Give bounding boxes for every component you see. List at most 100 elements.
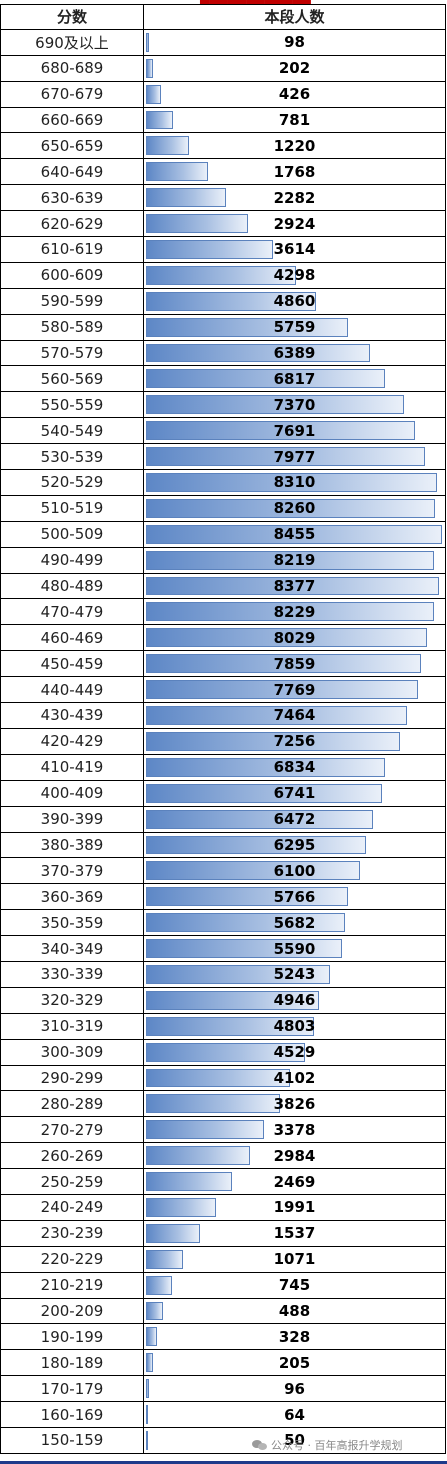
count-value: 3826 <box>273 1094 316 1113</box>
table-row: 670-679 426 <box>0 81 446 108</box>
wechat-icon <box>252 1439 267 1451</box>
count-cell: 1537 <box>144 1220 446 1246</box>
count-bar <box>146 1016 315 1036</box>
table-row: 590-599 4860 <box>0 288 446 315</box>
count-value: 8229 <box>273 602 316 621</box>
count-bar <box>146 1353 154 1373</box>
table-row: 540-549 7691 <box>0 418 446 445</box>
count-cell: 4298 <box>144 262 446 288</box>
count-cell: 1991 <box>144 1194 446 1220</box>
table-row: 270-279 3378 <box>0 1117 446 1144</box>
table-row: 240-249 1991 <box>0 1194 446 1221</box>
count-bar <box>146 395 404 415</box>
count-bar <box>146 136 189 156</box>
count-value: 6834 <box>273 758 316 777</box>
count-bar <box>146 680 418 700</box>
count-cell: 5590 <box>144 936 446 961</box>
count-cell: 7464 <box>144 703 446 728</box>
count-bar <box>146 913 345 933</box>
count-value: 8455 <box>273 525 316 544</box>
score-range-cell: 560-569 <box>0 366 144 392</box>
count-bar <box>146 1405 149 1424</box>
score-range-cell: 610-619 <box>0 237 144 262</box>
table-row: 410-419 6834 <box>0 754 446 781</box>
score-range-cell: 260-269 <box>0 1143 144 1169</box>
score-range-cell: 410-419 <box>0 754 144 780</box>
table-row: 570-579 6389 <box>0 340 446 367</box>
count-cell: 7370 <box>144 392 446 418</box>
count-value: 1220 <box>273 136 316 155</box>
score-range-cell: 670-679 <box>0 81 144 107</box>
count-value: 4529 <box>273 1043 316 1062</box>
table-row: 390-399 6472 <box>0 806 446 833</box>
count-value: 3614 <box>273 240 316 259</box>
score-range-cell: 530-539 <box>0 444 144 470</box>
score-range-cell: 180-189 <box>0 1350 144 1376</box>
count-bar <box>146 1094 280 1114</box>
cropped-title: ▇▇▇▇▇▇▇▇▇▇▇▇ <box>0 0 447 4</box>
count-bar <box>146 731 401 751</box>
table-row: 230-239 1537 <box>0 1220 446 1247</box>
table-row: 400-409 6741 <box>0 780 446 807</box>
count-bar <box>146 602 435 622</box>
count-bar <box>146 654 422 674</box>
count-bar <box>146 32 150 52</box>
count-bar <box>146 343 370 363</box>
count-cell: 6741 <box>144 780 446 806</box>
count-value: 6295 <box>273 835 316 854</box>
count-cell: 2282 <box>144 185 446 211</box>
count-value: 1537 <box>273 1224 316 1243</box>
table-row: 180-189 205 <box>0 1350 446 1377</box>
count-bar <box>146 1301 164 1321</box>
count-bar <box>146 1430 148 1450</box>
count-value: 5590 <box>273 939 316 958</box>
count-cell: 6295 <box>144 832 446 858</box>
count-cell: 4803 <box>144 1013 446 1039</box>
table-row: 450-459 7859 <box>0 651 446 678</box>
table-row: 650-659 1220 <box>0 133 446 160</box>
count-cell: 1220 <box>144 133 446 159</box>
score-range-cell: 210-219 <box>0 1272 144 1298</box>
count-cell: 2924 <box>144 211 446 237</box>
table-row: 350-359 5682 <box>0 910 446 937</box>
score-range-cell: 550-559 <box>0 392 144 418</box>
score-range-cell: 620-629 <box>0 211 144 237</box>
table-row: 550-559 7370 <box>0 392 446 419</box>
table-row: 660-669 781 <box>0 107 446 134</box>
count-cell: 96 <box>144 1376 446 1402</box>
count-value: 2924 <box>273 214 316 233</box>
count-value: 7977 <box>273 447 316 466</box>
count-bar <box>146 291 317 311</box>
count-bar <box>146 939 342 958</box>
count-cell: 5243 <box>144 961 446 987</box>
table-row: 200-209 488 <box>0 1298 446 1325</box>
count-cell: 3378 <box>144 1117 446 1143</box>
table-row: 370-379 6100 <box>0 858 446 885</box>
count-cell: 3614 <box>144 237 446 262</box>
count-cell: 8229 <box>144 599 446 625</box>
count-value: 745 <box>278 1276 311 1295</box>
table-row: 510-519 8260 <box>0 495 446 522</box>
count-value: 328 <box>278 1327 311 1346</box>
watermark-text: 公众号 · 百年高报升学规划 <box>271 1439 403 1452</box>
table-row: 210-219 745 <box>0 1272 446 1299</box>
score-range-cell: 360-369 <box>0 884 144 910</box>
count-bar <box>146 1275 173 1295</box>
count-bar <box>146 524 442 544</box>
count-value: 8377 <box>273 577 316 596</box>
count-bar <box>146 1197 216 1217</box>
table-row: 320-329 4946 <box>0 987 446 1014</box>
table-row: 220-229 1071 <box>0 1246 446 1273</box>
table-row: 280-289 3826 <box>0 1091 446 1118</box>
score-range-cell: 660-669 <box>0 107 144 133</box>
table-row: 380-389 6295 <box>0 832 446 859</box>
count-cell: 4946 <box>144 987 446 1013</box>
score-range-cell: 510-519 <box>0 495 144 521</box>
count-value: 488 <box>278 1301 311 1320</box>
count-bar <box>146 1120 265 1140</box>
score-range-cell: 650-659 <box>0 133 144 159</box>
count-cell: 7977 <box>144 444 446 470</box>
count-value: 6389 <box>273 344 316 363</box>
table-row: 300-309 4529 <box>0 1039 446 1066</box>
count-bar <box>146 1146 251 1166</box>
